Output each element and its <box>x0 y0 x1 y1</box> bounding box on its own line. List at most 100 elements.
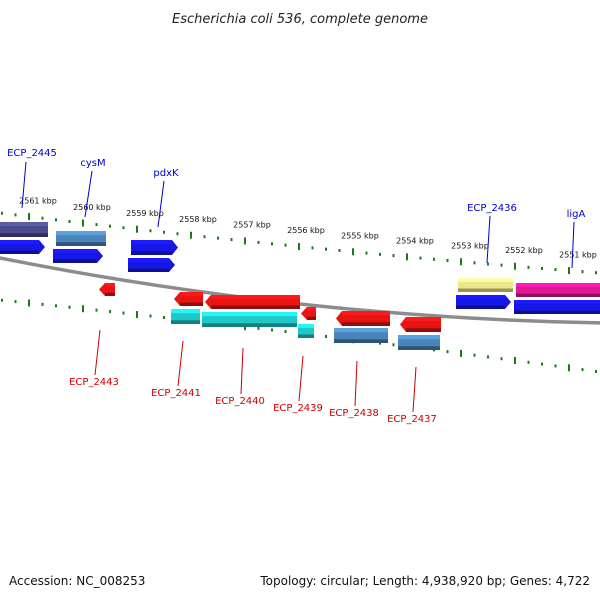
arrow-shadow <box>334 339 388 343</box>
label-leaders <box>21 161 575 413</box>
gene-label: cysM <box>80 158 105 169</box>
gene-arrow-cysm-a <box>56 231 106 246</box>
gene-label: ligA <box>567 209 586 220</box>
gene-arrow-ecp2445-b <box>0 240 45 254</box>
arrow-shadow <box>298 334 314 338</box>
scale-label: 2553 kbp <box>451 241 489 250</box>
arrow-highlight <box>0 222 48 227</box>
leader-line <box>21 161 27 209</box>
scale-label: 2556 kbp <box>287 226 325 235</box>
scale-label: 2551 kbp <box>559 250 597 259</box>
arrow-shadow <box>514 310 600 314</box>
scale-label: 2561 kbp <box>19 197 57 206</box>
leader-line <box>354 360 358 407</box>
gene-label: ECP_2440 <box>215 396 265 407</box>
arrow-shadow <box>131 251 172 255</box>
arrow-shadow <box>211 305 300 309</box>
arrow-shadow <box>0 250 39 254</box>
arrow-highlight <box>211 295 300 299</box>
gene-label: ECP_2439 <box>273 403 323 414</box>
arrow-shadow <box>171 320 200 324</box>
scale-label: 2557 kbp <box>233 221 271 230</box>
scale-label: 2560 kbp <box>73 203 111 212</box>
arrow-highlight <box>514 300 600 304</box>
gene-arrow-pdxk-a <box>131 240 178 255</box>
arrow-highlight <box>307 307 316 311</box>
map-title: Escherichia coli 536, complete genome <box>172 12 428 27</box>
leader-line <box>571 221 575 269</box>
arrow-shadow <box>516 293 600 297</box>
gene-label: ECP_2443 <box>69 377 119 388</box>
arrow-highlight <box>298 324 314 328</box>
feature-arrows <box>0 222 600 350</box>
gene-label: ECP_2437 <box>387 414 437 425</box>
gene-arrow-ecp2437-red <box>400 317 441 332</box>
arrow-highlight <box>398 335 440 340</box>
arrow-highlight <box>53 249 97 253</box>
leader-line <box>94 329 101 376</box>
scale-label: 2559 kbp <box>126 209 164 218</box>
gene-labels: ECP_2445 cysM pdxK ECP_2436 ligA ECP_2443 ECP_… <box>7 148 585 425</box>
leader-line <box>157 180 165 228</box>
gene-label: ECP_2445 <box>7 148 57 159</box>
leader-line <box>412 366 417 413</box>
arrow-highlight <box>458 278 513 282</box>
arrow-shadow <box>458 288 513 292</box>
arrow-highlight <box>105 283 115 287</box>
scale-labels: 2561 kbp 2560 kbp 2559 kbp 2558 kbp 2557 kbp… <box>19 197 597 260</box>
leader-line <box>84 170 93 218</box>
arrow-highlight <box>456 295 505 299</box>
arrow-highlight <box>131 240 172 245</box>
arrow-shadow <box>53 259 97 263</box>
arrow-shadow <box>180 302 203 306</box>
arrow-highlight <box>202 312 297 317</box>
gene-arrow-ecp2440-red <box>205 295 300 309</box>
gene-arrow-ecp2442 <box>174 292 203 306</box>
gene-label: ECP_2441 <box>151 388 201 399</box>
gene-arrow-ecp2438-red <box>336 311 390 326</box>
gene-arrow-ecp2445-a <box>0 222 48 237</box>
arrow-highlight <box>0 240 39 244</box>
arrow-highlight <box>406 317 441 322</box>
arrow-highlight <box>334 328 388 333</box>
arrow-shadow <box>307 316 316 320</box>
gene-arrow-ecp2441 <box>171 309 200 324</box>
arrow-shadow <box>0 233 48 237</box>
scale-label: 2555 kbp <box>341 231 379 240</box>
arrow-shadow <box>105 292 115 296</box>
gene-label: ECP_2438 <box>329 408 379 419</box>
gene-label: pdxK <box>153 168 179 179</box>
gene-arrow-ecp2437 <box>398 335 440 350</box>
gene-arrow-liga <box>516 283 600 297</box>
arrow-shadow <box>128 268 169 272</box>
leader-line <box>177 340 184 387</box>
gene-arrow-liga-b <box>514 300 600 314</box>
gene-arrow-ecp2439-red <box>301 307 316 320</box>
gene-arrow-ecp2443 <box>99 283 115 296</box>
leader-line <box>240 347 244 395</box>
forward-tick-track <box>1 211 597 275</box>
gene-arrow-ecp2436 <box>458 278 513 292</box>
topology-text: Topology: circular; Length: 4,938,920 bp… <box>260 574 590 588</box>
arrow-shadow <box>202 323 297 327</box>
leader-line <box>298 355 304 402</box>
gene-arrow-pdxk-b <box>128 258 175 272</box>
arrow-highlight <box>342 311 390 316</box>
arrow-highlight <box>180 292 203 296</box>
arrow-shadow <box>342 322 390 326</box>
arrow-shadow <box>456 305 505 309</box>
arrow-shadow <box>398 346 440 350</box>
scale-label: 2554 kbp <box>396 237 434 246</box>
accession-text: Accession: NC_008253 <box>9 574 146 588</box>
gene-arrow-ecp2439 <box>298 324 314 338</box>
gene-arrow-ecp2440 <box>202 312 297 327</box>
scale-label: 2552 kbp <box>505 246 543 255</box>
arrow-highlight <box>128 258 169 262</box>
scale-label: 2558 kbp <box>179 215 217 224</box>
arrow-highlight <box>516 283 600 287</box>
arrow-shadow <box>406 328 441 332</box>
arrow-highlight <box>56 231 106 236</box>
leader-line <box>486 215 491 264</box>
gene-arrow-cysm-b <box>53 249 103 263</box>
